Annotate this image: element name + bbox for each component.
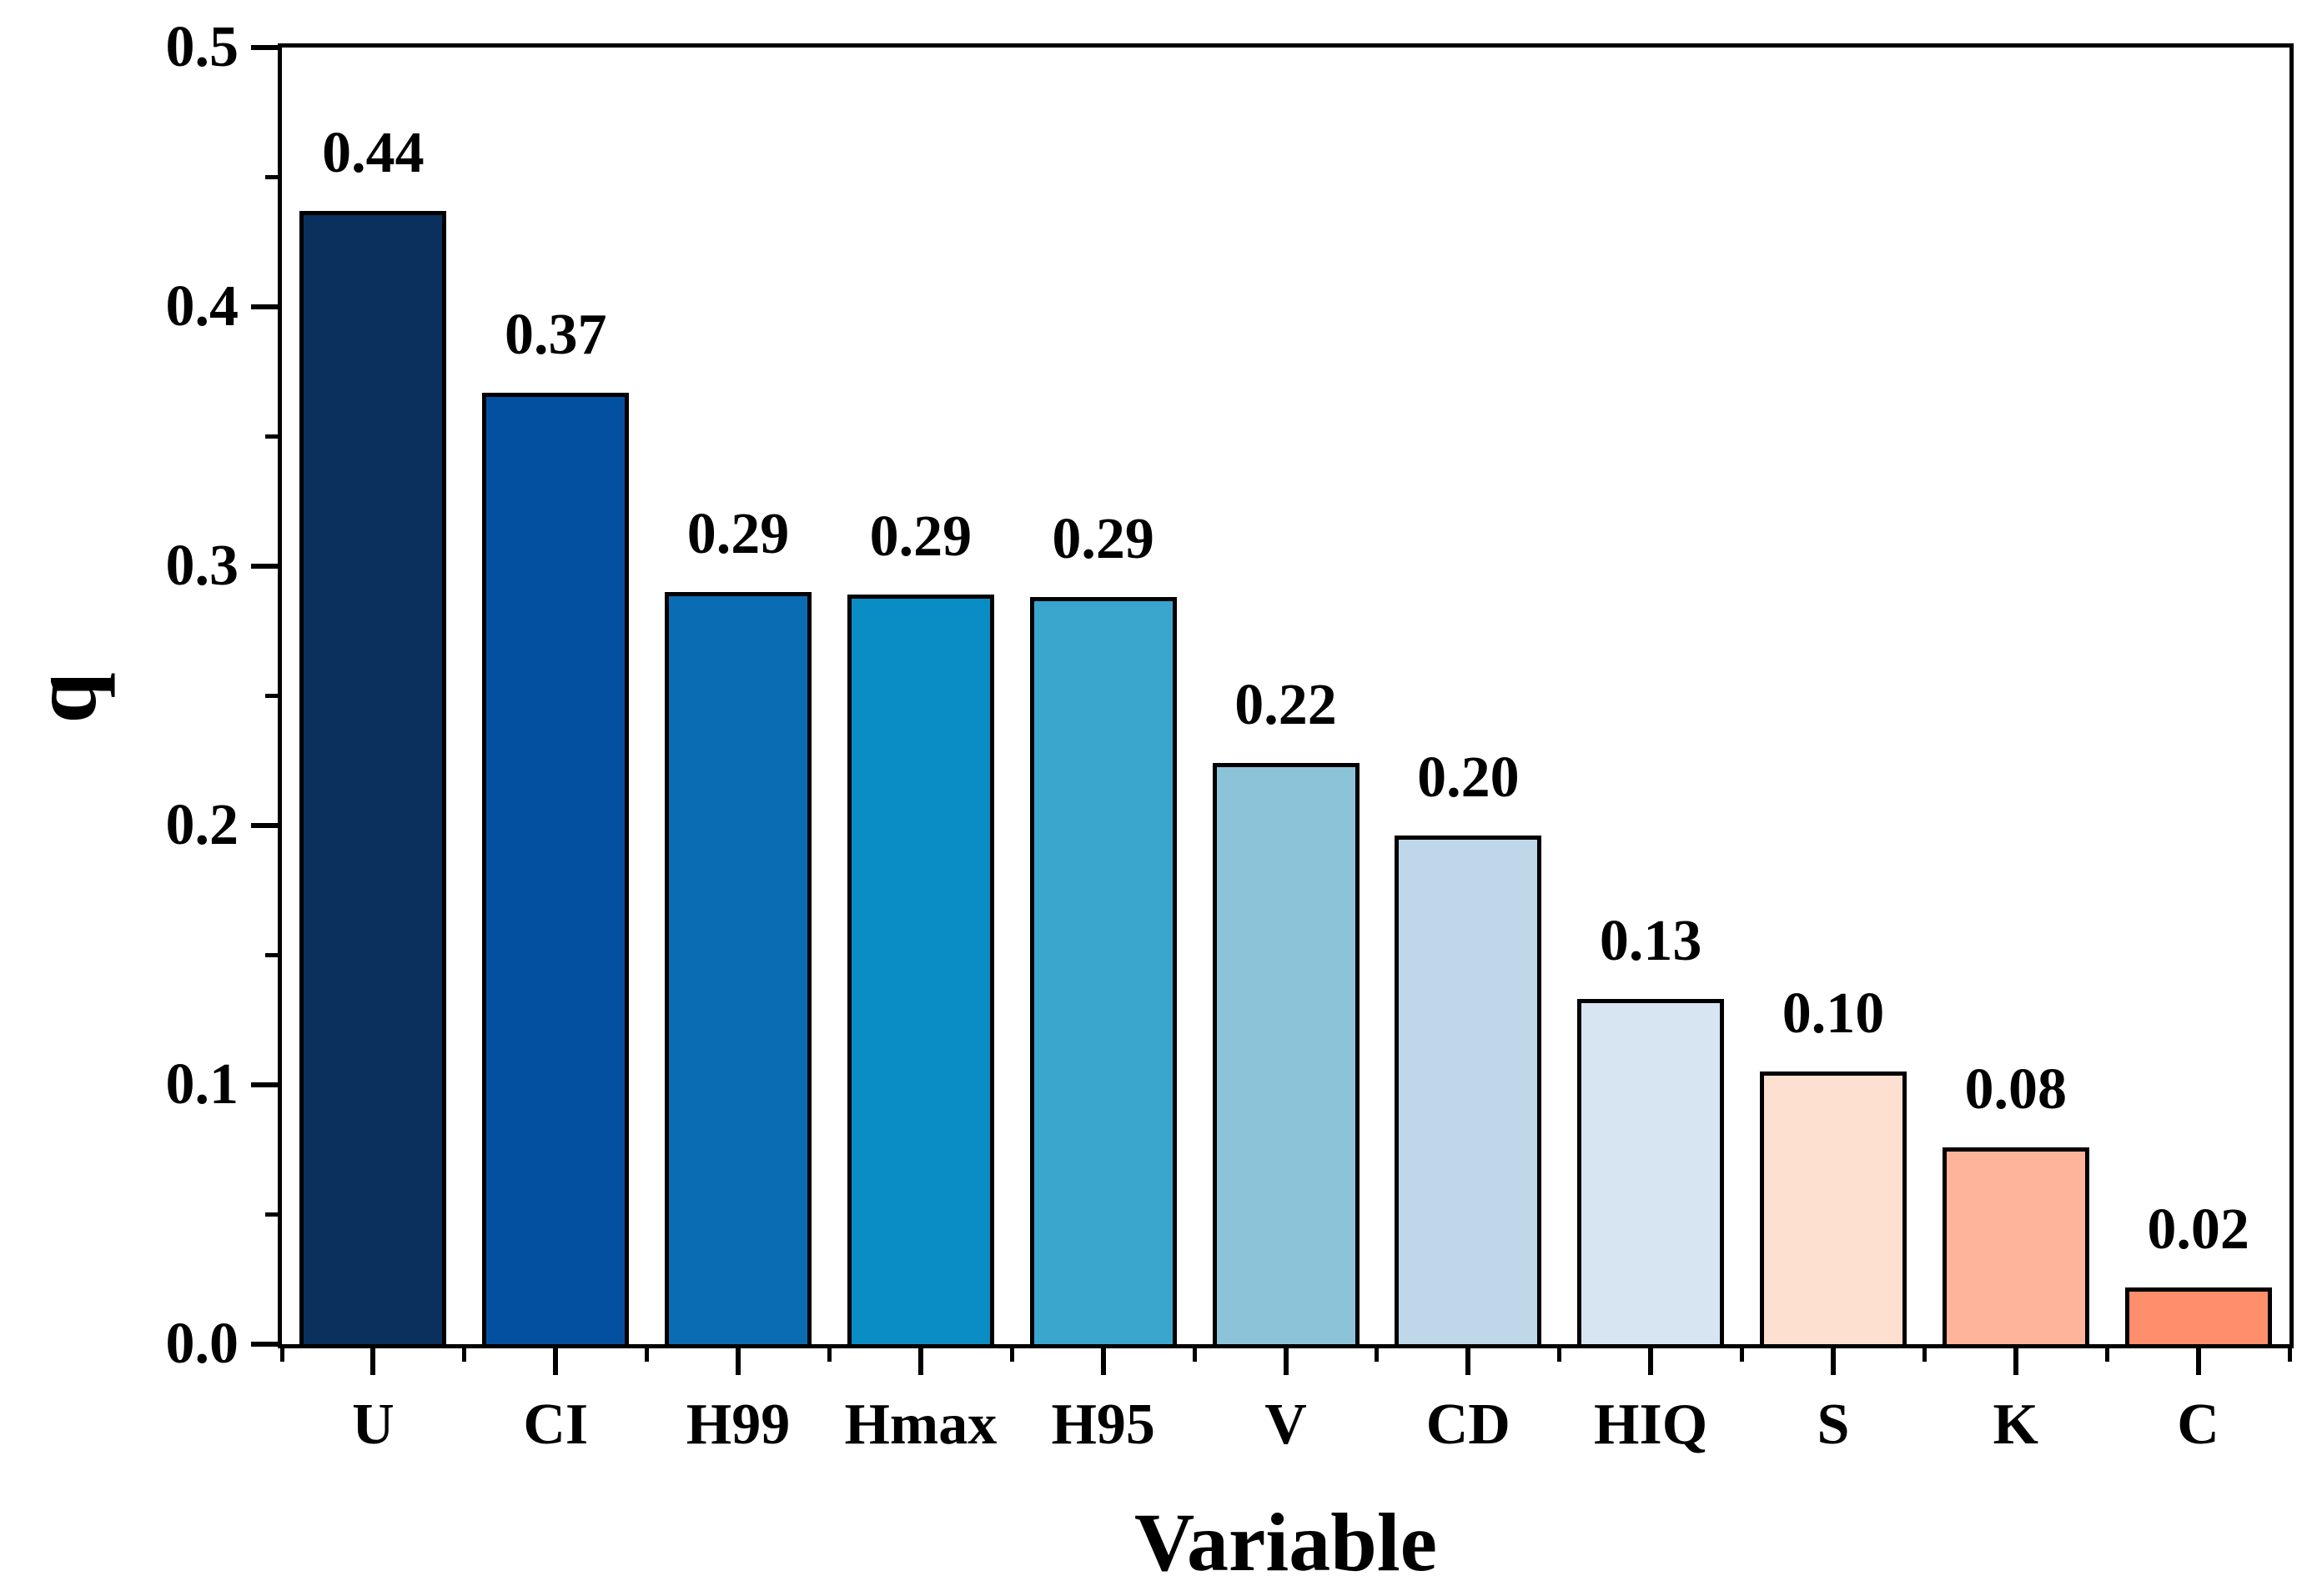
bar-value-label-U: 0.44 xyxy=(322,121,425,185)
x-minor-tick xyxy=(1375,1344,1380,1362)
y-tick-label: 0.2 xyxy=(165,793,239,857)
y-major-tick xyxy=(251,1082,282,1087)
x-tick-label-CD: CD xyxy=(1425,1393,1510,1457)
bar-H99 xyxy=(665,592,812,1344)
y-minor-tick xyxy=(265,953,282,957)
bar-value-label-CI: 0.37 xyxy=(504,303,607,367)
x-minor-tick xyxy=(1009,1344,1014,1362)
y-tick-label: 0.3 xyxy=(165,534,239,598)
x-major-tick-C xyxy=(2195,1344,2201,1375)
x-major-tick-H95 xyxy=(1100,1344,1106,1375)
bar-value-label-HIQ: 0.13 xyxy=(1599,909,1702,973)
bar-value-label-S: 0.10 xyxy=(1782,981,1885,1046)
bar-value-label-V: 0.22 xyxy=(1234,673,1337,737)
x-minor-tick xyxy=(645,1344,650,1362)
x-minor-tick xyxy=(827,1344,832,1362)
bar-value-label-H95: 0.29 xyxy=(1052,507,1154,571)
bar-K xyxy=(1942,1147,2089,1344)
x-minor-tick xyxy=(1740,1344,1745,1362)
x-major-tick-Hmax xyxy=(917,1344,923,1375)
y-axis-title: q xyxy=(2,635,127,760)
bar-CD xyxy=(1395,836,1542,1344)
x-minor-tick xyxy=(1557,1344,1562,1362)
x-tick-label-K: K xyxy=(1993,1393,2038,1457)
bar-value-label-CD: 0.20 xyxy=(1417,745,1520,810)
y-minor-tick xyxy=(265,434,282,439)
y-minor-tick xyxy=(265,1212,282,1217)
x-major-tick-S xyxy=(1830,1344,1836,1375)
x-major-tick-HIQ xyxy=(1648,1344,1654,1375)
x-tick-label-V: V xyxy=(1264,1393,1307,1457)
x-major-tick-V xyxy=(1283,1344,1289,1375)
bar-S xyxy=(1759,1072,1907,1344)
x-tick-label-HIQ: HIQ xyxy=(1594,1393,1708,1457)
y-major-tick xyxy=(251,304,282,309)
bar-value-label-K: 0.08 xyxy=(1964,1057,2068,1122)
bar-value-label-H99: 0.29 xyxy=(686,502,790,566)
y-major-tick xyxy=(251,1342,282,1347)
x-major-tick-CI xyxy=(553,1344,559,1375)
bar-Hmax xyxy=(847,595,994,1344)
plot-area: 0.44 U 0.37 CI 0.29 H99 0.29 Hmax 0.29 H95 0.22 V 0.… xyxy=(166,18,2294,1456)
x-minor-tick xyxy=(279,1344,284,1362)
y-major-tick xyxy=(251,564,282,569)
y-major-tick xyxy=(251,823,282,828)
bar-value-label-C: 0.02 xyxy=(2147,1197,2249,1262)
bar-CI xyxy=(482,393,630,1344)
y-tick-label: 0.0 xyxy=(165,1312,239,1376)
x-tick-label-H99: H99 xyxy=(686,1393,791,1457)
x-tick-label-Hmax: Hmax xyxy=(844,1393,998,1457)
bar-value-label-Hmax: 0.29 xyxy=(869,504,973,569)
y-minor-tick xyxy=(265,694,282,698)
x-tick-label-H95: H95 xyxy=(1051,1393,1155,1457)
y-tick-label: 0.5 xyxy=(165,15,239,79)
y-minor-tick xyxy=(265,175,282,179)
x-minor-tick xyxy=(2104,1344,2109,1362)
x-major-tick-K xyxy=(2013,1344,2018,1375)
x-tick-label-C: C xyxy=(2177,1393,2219,1457)
x-major-tick-CD xyxy=(1465,1344,1471,1375)
y-axis-title-text: q xyxy=(13,672,115,724)
bar-H95 xyxy=(1029,597,1177,1344)
y-tick-label: 0.4 xyxy=(165,274,239,339)
bar-V xyxy=(1212,763,1360,1344)
bar-HIQ xyxy=(1577,999,1725,1344)
x-major-tick-U xyxy=(370,1344,376,1375)
bar-C xyxy=(2124,1287,2272,1344)
x-tick-label-U: U xyxy=(352,1393,395,1457)
x-axis-title: Variable xyxy=(1134,1496,1437,1588)
x-minor-tick xyxy=(1922,1344,1927,1362)
x-major-tick-H99 xyxy=(736,1344,741,1375)
x-tick-label-S: S xyxy=(1817,1393,1850,1457)
x-tick-label-CI: CI xyxy=(523,1393,589,1457)
y-major-tick xyxy=(251,45,282,50)
bar-U xyxy=(299,211,447,1344)
x-minor-tick xyxy=(462,1344,467,1362)
x-minor-tick xyxy=(1192,1344,1197,1362)
y-tick-label: 0.1 xyxy=(165,1052,239,1117)
x-minor-tick xyxy=(2287,1344,2292,1362)
